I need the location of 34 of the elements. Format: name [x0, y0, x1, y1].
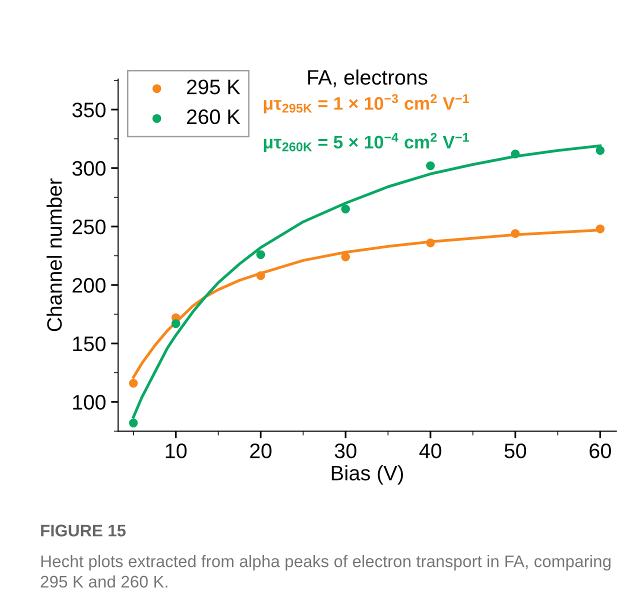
point — [171, 319, 180, 328]
caption: FIGURE 15 — [41, 524, 126, 536]
point — [426, 161, 435, 170]
x-tick-label: 20 — [250, 444, 272, 458]
y-tick-label: 350 — [72, 102, 106, 118]
point — [596, 146, 605, 155]
point — [426, 238, 435, 248]
x-tick-label: 30 — [334, 444, 356, 458]
x-tick-label: 10 — [166, 444, 187, 458]
point — [256, 250, 266, 259]
chart-title: FA, electrons — [308, 69, 428, 88]
legend-label: 260 K — [187, 109, 240, 124]
point — [129, 418, 138, 428]
text: Hecht plots extracted from alpha peaks of electron transport in FA, comparing 295 K and 260 K. — [40, 555, 611, 588]
point — [510, 150, 520, 158]
y-axis-title: Channel number — [46, 178, 62, 332]
point — [510, 229, 520, 238]
point — [596, 224, 605, 234]
point — [341, 204, 350, 214]
point — [256, 271, 266, 280]
legend-label: 295 K — [187, 80, 240, 94]
y-tick-label: 200 — [72, 278, 106, 293]
x-tick-label: 40 — [419, 444, 442, 458]
annotation: μτ$_{295K}$ = 1 × 10$^{−3}$ cm$^{2}$ V$^{−1}$ — [264, 94, 469, 114]
x-axis-title: Bias (V) — [332, 465, 403, 485]
y-tick-label: 100 — [73, 394, 106, 410]
x-tick-label: 50 — [504, 444, 526, 458]
y-tick-label: 250 — [72, 220, 106, 234]
x-tick-label: 60 — [590, 444, 611, 458]
point — [129, 378, 138, 388]
point — [341, 252, 350, 262]
y-tick-label: 150 — [73, 336, 106, 352]
annotation: μτ$_{260K}$ = 5 × 10$^{−4}$ cm$^{2}$ V$^{−1}$ — [264, 132, 469, 152]
y-tick-label: 300 — [72, 161, 106, 176]
